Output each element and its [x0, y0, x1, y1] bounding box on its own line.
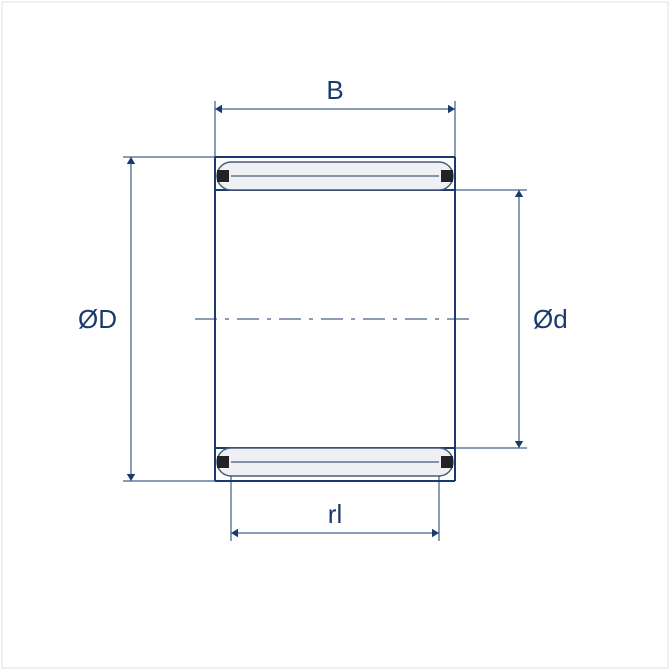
dim-label: rl — [328, 499, 342, 529]
dim-label: B — [326, 75, 343, 105]
dim-label: Ød — [533, 304, 568, 334]
bearing-cross-section-diagram: Brl ØD Ød — [0, 0, 670, 670]
dim-label: ØD — [78, 304, 117, 334]
